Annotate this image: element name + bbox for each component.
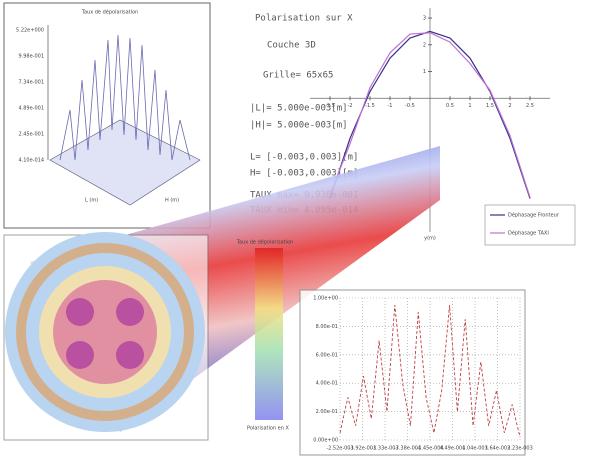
- y-tick-label: 1: [423, 69, 426, 75]
- x-tick-label: 1.5: [486, 103, 494, 109]
- x-tick-label: -2.52e-003: [326, 446, 353, 452]
- phase-line: [329, 32, 531, 198]
- x-tick-label: 1.04e-003: [462, 446, 488, 452]
- parameter-line: Couche 3D: [267, 41, 316, 51]
- lobe: [66, 298, 94, 326]
- parameter-line: |H|= 5.000e-003[m]: [250, 121, 348, 131]
- y-tick-label: 0.00e+00: [313, 438, 338, 444]
- legend-label: Déphasage Fronteur: [508, 212, 560, 219]
- x-tick-label: 2.5: [526, 103, 534, 109]
- z-tick-label: 9.98e-001: [18, 54, 44, 60]
- ring: [16, 243, 194, 421]
- x-tick-label: 2: [508, 103, 511, 109]
- colorbar-label: Polarisation en X: [247, 426, 289, 432]
- parameter-line: H= [-0.003,0.003][m]: [250, 169, 358, 179]
- parameter-line: |L|= 5.000e-003[m]: [250, 104, 348, 114]
- x-tick-label: -7.38e-004: [394, 446, 421, 452]
- legend-box: [484, 204, 576, 246]
- surface-mesh: [59, 34, 191, 161]
- y-tick-label: 1.00e+00: [313, 296, 338, 302]
- lobe: [116, 298, 144, 326]
- profile-panel: [299, 289, 526, 456]
- z-tick-label: 7.34e-001: [18, 80, 44, 86]
- parameter-line: Polarisation sur X: [255, 14, 353, 24]
- y-tick-label: 3: [423, 16, 426, 22]
- x-tick-label: 1.64e-003: [485, 446, 511, 452]
- x-tick-label: -2: [348, 103, 353, 109]
- x-tick-label: -1.92e-003: [349, 446, 376, 452]
- x-tick-label: 1: [468, 103, 471, 109]
- y-tick-label: 8.00e-01: [316, 324, 338, 330]
- surface-panel: [3, 2, 211, 229]
- z-tick-label: 5.22e+000: [16, 28, 44, 34]
- x-tick-label: -0.5: [405, 103, 415, 109]
- lobe: [116, 341, 144, 369]
- lobe: [66, 341, 94, 369]
- x-tick-label: -1.45e-004: [416, 446, 443, 452]
- z-tick-label: 4.10e-014: [18, 158, 44, 164]
- y-tick-label: 2: [423, 42, 426, 48]
- x-tick-label: -2.5: [325, 103, 335, 109]
- x-tick-label: -1.5: [365, 103, 375, 109]
- z-tick-label: 4.89e-001: [18, 106, 44, 112]
- parameter-line: Grille= 65x65: [263, 71, 333, 81]
- ring: [53, 280, 157, 384]
- x-tick-label: 0.5: [446, 103, 454, 109]
- legend-label: Déphasage TAXI: [508, 230, 549, 237]
- colorbar: [255, 248, 283, 420]
- surface-y-label: H (m): [165, 198, 179, 204]
- y-tick-label: 4.00e-01: [316, 381, 338, 387]
- x-tick-label: 2.23e-003: [507, 446, 533, 452]
- x-tick-label: -1: [388, 103, 393, 109]
- x-axis-label: y(m): [424, 236, 436, 242]
- y-tick-label: 2.00e-01: [316, 409, 338, 415]
- profile-line: [339, 305, 521, 438]
- y-tick-label: 6.00e-01: [316, 352, 338, 358]
- x-tick-label: -1.33e-003: [371, 446, 398, 452]
- surface-title: Taux de dépolarisation: [81, 9, 138, 16]
- surface-x-label: L (m): [85, 198, 98, 204]
- z-tick-label: 2.45e-001: [18, 132, 44, 138]
- colorbar-title: Taux de dépolarisation: [236, 239, 293, 246]
- x-tick-label: 4.49e-004: [440, 446, 466, 452]
- parameter-line: L= [-0.003,0.003][m]: [250, 153, 358, 163]
